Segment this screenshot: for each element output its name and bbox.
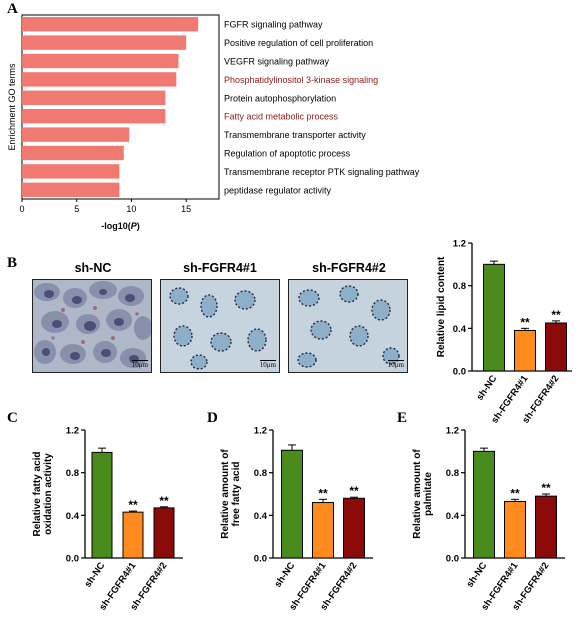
panel-label-b: B [7, 255, 18, 271]
x-tick-label: 10 [126, 204, 136, 214]
y-tick-label: 0.8 [446, 468, 459, 479]
go-bar [22, 53, 179, 69]
micrograph-sh-fgfr4-2: 10μm [288, 279, 408, 373]
x-tick-label: 0 [19, 204, 24, 214]
y-tick-label: 1.2 [254, 426, 267, 437]
y-tick-label: 0.0 [453, 367, 466, 378]
y-axis-label: Relative amount of [220, 449, 231, 539]
go-term-label: Positive regulation of cell proliferatio… [224, 38, 373, 48]
bar [153, 507, 175, 559]
go-bar [22, 90, 166, 105]
micrograph-title-sh-fgfr4-1: sh-FGFR4#1 [183, 261, 257, 275]
bar [122, 511, 144, 559]
micrograph-sh-nc: 10μm [32, 279, 152, 373]
bar [312, 502, 334, 559]
significance-mark: ** [541, 481, 551, 495]
go-term-label: Transmembrane receptor PTK signaling pat… [224, 167, 420, 177]
y-axis-label: free fatty acid [231, 461, 242, 526]
y-tick-label: 0.8 [254, 468, 267, 479]
bar [483, 263, 505, 372]
go-term-label: Transmembrane transporter activity [224, 130, 366, 140]
y-axis-label: Relative fatty acid [32, 451, 43, 536]
panel-label-a: A [7, 1, 18, 17]
go-term-label: Protein autophosphorylation [224, 93, 336, 103]
bar [535, 495, 557, 559]
go-term-label: Phosphatidylinositol 3-kinase signaling [224, 75, 378, 85]
y-tick-label: 1.2 [453, 239, 466, 250]
y-tick-label: 0.0 [254, 554, 267, 565]
y-axis-label: Relative lipid content [436, 256, 447, 357]
bar [545, 322, 567, 372]
y-tick-label: 0.4 [254, 511, 268, 522]
category-label: sh-NC [474, 373, 499, 402]
chart-panel-e: 0.0 0.4 0.8 1.2 Relative amount of palmitate s… [412, 426, 565, 613]
y-axis-label: oxidation activity [43, 453, 54, 535]
y-tick-label: 0.0 [66, 554, 79, 565]
go-bar [22, 17, 199, 32]
significance-mark: ** [128, 498, 138, 512]
go-bar [22, 109, 166, 124]
y-tick-label: 0.4 [66, 511, 80, 522]
panel-label-e: E [397, 410, 408, 426]
go-bar [22, 72, 177, 87]
chart-panel-b: 0.0 0.4 0.8 1.2 Relative lipid content sh-NC *… [436, 239, 572, 426]
y-axis-label: palmitate [423, 472, 434, 516]
bar [473, 450, 495, 559]
x-axis-label: -log10(P) [101, 221, 140, 231]
significance-mark: ** [318, 486, 328, 500]
y-tick-label: 0.8 [453, 281, 466, 292]
significance-mark: ** [520, 315, 530, 329]
category-label: sh-NC [272, 560, 297, 589]
panel-label-d: D [207, 410, 218, 426]
bar [504, 500, 526, 559]
y-axis-label: Enrichment GO terms [7, 63, 17, 151]
go-bar [22, 127, 130, 142]
y-tick-label: 0.8 [66, 468, 79, 479]
y-tick-label: 1.2 [66, 426, 79, 437]
go-term-label: VEGFR signaling pathway [224, 57, 330, 67]
go-enrichment-chart: FGFR signaling pathway Positive regulatio… [7, 14, 420, 231]
panel-label-c: C [7, 410, 18, 426]
go-term-label: Regulation of apoptotic process [224, 149, 351, 159]
bar [281, 449, 303, 559]
bar [343, 497, 365, 559]
significance-mark: ** [349, 484, 359, 498]
category-label: sh-NC [82, 560, 107, 589]
scale-bar-label: 10μm [259, 360, 276, 369]
scale-bar-label: 10μm [387, 360, 404, 369]
go-bar [22, 145, 124, 161]
bar [514, 329, 536, 372]
plot-frame [21, 14, 220, 200]
micrograph-title-sh-fgfr4-2: sh-FGFR4#2 [312, 261, 386, 275]
y-tick-label: 0.0 [446, 554, 459, 565]
y-tick-label: 0.4 [453, 324, 467, 335]
x-tick-label: 5 [74, 204, 79, 214]
y-tick-label: 1.2 [446, 426, 459, 437]
micrograph-sh-fgfr4-1: 10μm [160, 279, 280, 373]
chart-panel-d: 0.0 0.4 0.8 1.2 Relative amount of free fatty… [220, 426, 373, 613]
go-bar [22, 35, 187, 50]
category-label: sh-NC [464, 560, 489, 589]
scale-bar-label: 10μm [131, 360, 148, 369]
y-axis-label: Relative amount of [412, 449, 423, 539]
go-term-label: FGFR signaling pathway [224, 20, 323, 30]
significance-mark: ** [159, 494, 169, 508]
y-tick-label: 0.4 [446, 511, 460, 522]
go-bar [22, 182, 120, 197]
micrograph-title-sh-nc: sh-NC [74, 261, 112, 275]
go-bar [22, 164, 120, 179]
go-term-label: Fatty acid metabolic process [224, 112, 339, 122]
go-term-label: peptidase regulator activity [224, 185, 332, 195]
x-tick-label: 15 [181, 204, 191, 214]
bar [91, 451, 113, 559]
chart-panel-c: 0.0 0.4 0.8 1.2 Relative fatty acid oxidation… [32, 426, 183, 613]
significance-mark: ** [510, 486, 520, 500]
significance-mark: ** [551, 308, 561, 322]
